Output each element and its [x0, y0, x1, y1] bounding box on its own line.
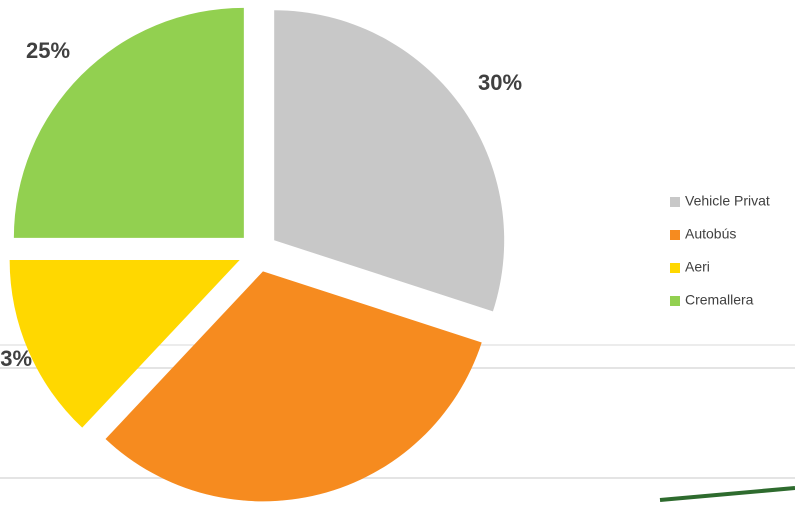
- pie-slice: [13, 7, 244, 238]
- data-label: 13%: [0, 346, 32, 371]
- legend-swatch: [670, 197, 680, 207]
- legend-label: Cremallera: [685, 292, 754, 308]
- data-label: 30%: [478, 70, 522, 95]
- legend-label: Vehicle Privat: [685, 193, 770, 209]
- legend-swatch: [670, 263, 680, 273]
- pie-slice: [105, 271, 482, 502]
- legend-swatch: [670, 296, 680, 306]
- pie-slice: [274, 10, 505, 312]
- pie-slice: [9, 259, 240, 428]
- pie: [9, 7, 505, 502]
- legend-label: Aeri: [685, 259, 710, 275]
- legend-label: Autobús: [685, 226, 736, 242]
- legend-swatch: [670, 230, 680, 240]
- data-label: 25%: [26, 38, 70, 63]
- background-line: [659, 486, 795, 502]
